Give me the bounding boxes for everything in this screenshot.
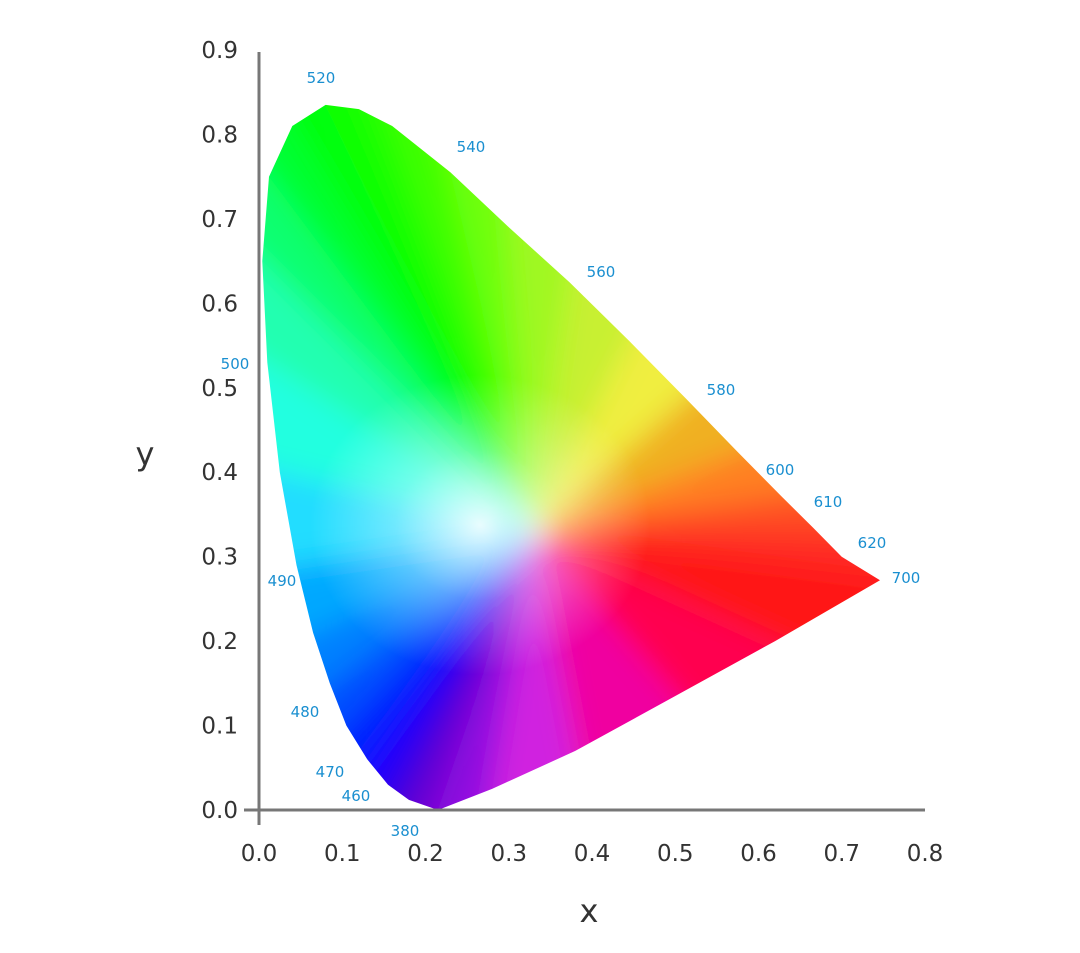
wavelength-label: 480 bbox=[291, 703, 320, 721]
wavelength-label: 490 bbox=[268, 572, 297, 590]
x-tick-label: 0.1 bbox=[324, 841, 361, 867]
y-tick-label: 0.2 bbox=[201, 629, 238, 655]
x-tick-label: 0.0 bbox=[241, 841, 278, 867]
gamut-wedge bbox=[262, 311, 534, 532]
y-tick-label: 0.0 bbox=[201, 798, 238, 824]
x-axis-label: x bbox=[580, 892, 599, 930]
gamut-wedge bbox=[409, 531, 534, 810]
wavelength-label: 470 bbox=[316, 763, 345, 781]
wavelength-label: 460 bbox=[342, 787, 371, 805]
x-tick-label: 0.4 bbox=[574, 841, 611, 867]
x-tick-label: 0.8 bbox=[907, 841, 944, 867]
y-tick-label: 0.5 bbox=[201, 376, 238, 402]
x-tick-label: 0.3 bbox=[490, 841, 527, 867]
y-tick-label: 0.6 bbox=[201, 291, 238, 317]
wavelength-label: 520 bbox=[307, 69, 336, 87]
y-axis-label: y bbox=[136, 435, 155, 473]
y-tick-label: 0.1 bbox=[201, 714, 238, 740]
wavelength-label: 500 bbox=[221, 355, 250, 373]
wavelength-label: 540 bbox=[457, 138, 486, 156]
wavelength-label: 560 bbox=[587, 263, 616, 281]
x-tick-label: 0.5 bbox=[657, 841, 694, 867]
y-tick-label: 0.9 bbox=[201, 38, 238, 64]
y-tick-label: 0.3 bbox=[201, 545, 238, 571]
wavelength-label: 380 bbox=[391, 822, 420, 840]
x-tick-label: 0.7 bbox=[823, 841, 860, 867]
y-tick-label: 0.8 bbox=[201, 122, 238, 148]
wavelength-label: 610 bbox=[814, 493, 843, 511]
y-tick-label: 0.7 bbox=[201, 207, 238, 233]
x-tick-label: 0.2 bbox=[407, 841, 444, 867]
y-tick-label: 0.4 bbox=[201, 460, 238, 486]
wavelength-label: 700 bbox=[892, 569, 921, 587]
spectral-locus-gamut bbox=[262, 104, 880, 810]
wavelength-label: 580 bbox=[707, 381, 736, 399]
axes bbox=[244, 52, 925, 825]
wavelength-label: 620 bbox=[858, 534, 887, 552]
wavelength-label: 600 bbox=[766, 461, 795, 479]
x-tick-label: 0.6 bbox=[740, 841, 777, 867]
